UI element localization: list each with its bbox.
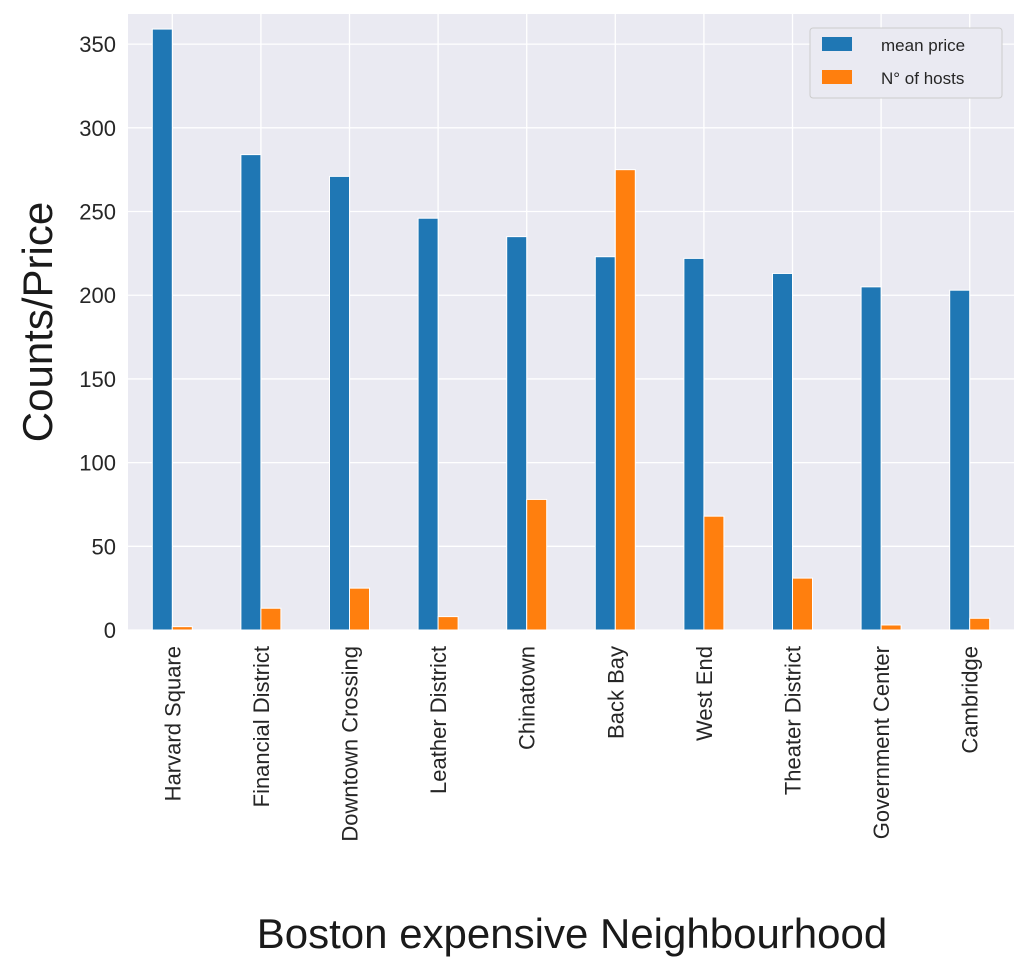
bar-n-of-hosts	[792, 577, 813, 631]
bars	[151, 28, 991, 631]
legend-box	[809, 27, 1003, 99]
y-tick-label: 250	[79, 200, 116, 225]
x-tick-label: Government Center	[869, 646, 894, 839]
bar-n-of-hosts	[614, 169, 636, 631]
x-axis-label: Boston expensive Neighbourhood	[257, 910, 887, 957]
bar-n-of-hosts	[969, 617, 991, 631]
bar-mean-price	[506, 236, 528, 631]
legend: mean price N° of hosts	[809, 27, 1003, 99]
legend-swatch-mean-price	[822, 37, 852, 51]
bar-n-of-hosts	[703, 515, 725, 631]
y-tick-label: 300	[79, 116, 116, 141]
x-tick-label: Leather District	[426, 646, 451, 794]
legend-swatch-hosts	[822, 70, 852, 84]
bar-n-of-hosts	[171, 626, 193, 631]
x-tick-label: Financial District	[249, 646, 274, 807]
y-tick-label: 0	[104, 618, 116, 643]
bar-n-of-hosts	[880, 624, 902, 631]
y-axis-label: Counts/Price	[14, 202, 61, 442]
bar-mean-price	[240, 154, 262, 631]
bar-n-of-hosts	[437, 616, 459, 631]
x-tick-labels: Harvard Square Financial District Downtown…	[160, 646, 982, 842]
bar-mean-price	[949, 289, 971, 631]
bar-mean-price	[417, 217, 439, 631]
bar-n-of-hosts	[260, 607, 282, 631]
x-tick-label: Cambridge	[958, 646, 983, 754]
bar-n-of-hosts	[349, 587, 370, 631]
x-tick-label: Back Bay	[603, 646, 628, 739]
y-tick-label: 350	[79, 32, 116, 57]
bar-mean-price	[772, 272, 793, 631]
bar-mean-price	[329, 175, 350, 631]
y-tick-labels: 0 50 100 150 200 250 300 350	[79, 32, 116, 643]
legend-label-mean-price: mean price	[881, 36, 965, 55]
x-tick-label: Downtown Crossing	[338, 646, 363, 842]
y-tick-label: 200	[79, 283, 116, 308]
y-tick-label: 50	[92, 534, 116, 559]
bar-mean-price	[594, 256, 616, 631]
bar-n-of-hosts	[526, 498, 548, 631]
x-tick-label: West End	[692, 646, 717, 741]
bar-mean-price	[683, 257, 705, 631]
bar-mean-price	[860, 286, 882, 631]
x-tick-label: Theater District	[781, 646, 806, 795]
y-tick-label: 150	[79, 367, 116, 392]
legend-label-hosts: N° of hosts	[881, 69, 964, 88]
y-tick-label: 100	[79, 451, 116, 476]
bar-mean-price	[151, 28, 173, 631]
x-tick-label: Chinatown	[515, 646, 540, 750]
x-tick-label: Harvard Square	[160, 646, 185, 801]
